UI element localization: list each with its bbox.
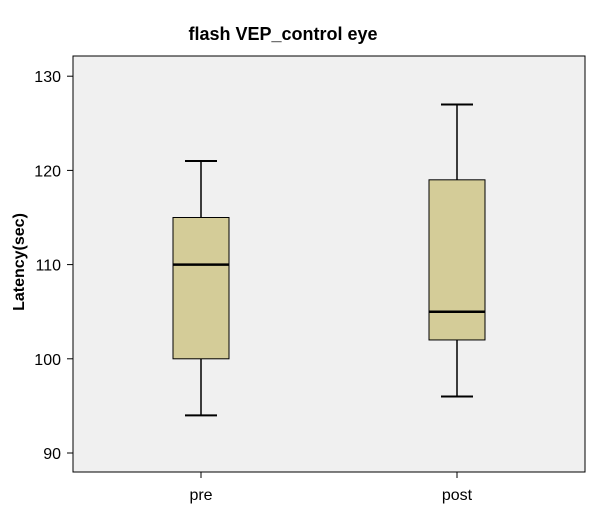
plot-area (72, 55, 586, 473)
y-axis: 90 100 110 120 130 (34, 69, 73, 463)
iqr-box (428, 179, 486, 341)
iqr-box (172, 217, 230, 360)
box-post (428, 103, 486, 398)
y-tick-label: 120 (34, 163, 61, 180)
chart-title: flash VEP_control eye (188, 24, 377, 44)
y-tick-label: 110 (35, 258, 61, 275)
x-tick-label: post (442, 487, 473, 504)
y-tick-label: 130 (34, 69, 61, 86)
x-tick-label: pre (189, 487, 212, 504)
y-axis-label: Latency(sec) (11, 213, 28, 311)
y-tick-label: 90 (43, 446, 61, 463)
box-pre (172, 159, 230, 417)
box-series (172, 103, 486, 417)
y-tick-label: 100 (34, 352, 61, 369)
x-axis: pre post (189, 472, 473, 504)
